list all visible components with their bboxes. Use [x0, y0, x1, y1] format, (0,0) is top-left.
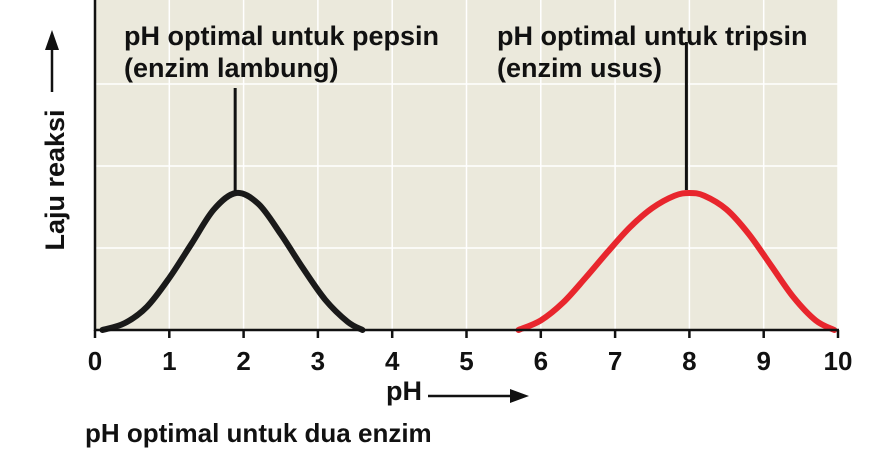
series-line-tripsin	[515, 190, 838, 333]
x-ticks: 0 1 2 3 4 5 6 7 8 9 10	[88, 330, 853, 376]
annotation-pepsin: pH optimal untuk pepsin (enzim lambung)	[124, 20, 439, 84]
y-axis-arrow-icon	[45, 30, 59, 92]
annotation-tripsin-line-2: (enzim usus)	[497, 53, 663, 83]
y-axis-label: Laju reaksi	[40, 109, 70, 250]
x-tick-label: 2	[236, 346, 250, 376]
x-tick-label: 7	[608, 346, 622, 376]
x-tick-label: 8	[682, 346, 696, 376]
annotation-tripsin-line-1: pH optimal untuk tripsin	[497, 21, 808, 51]
x-tick-label: 3	[311, 346, 325, 376]
annotation-pepsin-line-1: pH optimal untuk pepsin	[124, 21, 439, 51]
x-tick-label: 1	[162, 346, 176, 376]
annotation-leaders	[233, 42, 688, 191]
x-tick-label: 0	[88, 346, 102, 376]
x-tick-label: 6	[534, 346, 548, 376]
x-tick-label: 5	[459, 346, 473, 376]
figure-caption: pH optimal untuk dua enzim	[85, 418, 432, 448]
annotation-pepsin-line-2: (enzim lambung)	[124, 53, 339, 83]
annotation-tripsin: pH optimal untuk tripsin (enzim usus)	[497, 20, 808, 84]
grid	[95, 0, 839, 330]
x-axis-arrow-icon	[428, 389, 529, 403]
series-line-pepsin	[99, 189, 366, 333]
x-tick-label: 10	[824, 346, 853, 376]
x-axis-label: pH	[386, 376, 422, 406]
x-tick-label: 9	[756, 346, 770, 376]
x-tick-label: 4	[385, 346, 400, 376]
curves	[99, 189, 838, 333]
